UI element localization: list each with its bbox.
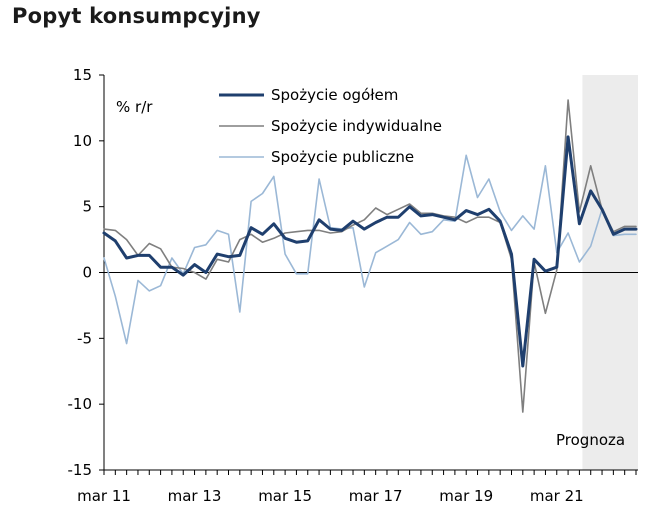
y-tick-label: -5 xyxy=(77,329,92,347)
y-tick-label: 10 xyxy=(73,132,92,150)
y-axis-unit-label: % r/r xyxy=(116,98,153,116)
chart-title: Popyt konsumpcyjny xyxy=(12,4,261,28)
series-line-1 xyxy=(103,99,637,413)
x-tick-label: mar 13 xyxy=(168,487,222,505)
series-line-0 xyxy=(102,135,638,368)
axes: 15 10 5 0 -5 -10 -15 mar 11 mar 13 mar 15 mar 17 ma… xyxy=(68,66,638,505)
legend-label-1: Spożycie indywidualne xyxy=(271,117,442,135)
forecast-label: Prognoza xyxy=(556,431,625,449)
legend-label-2: Spożycie publiczne xyxy=(271,148,414,166)
x-tick-label: mar 11 xyxy=(77,487,131,505)
y-tick-label: 0 xyxy=(82,264,92,282)
x-tick-label: mar 19 xyxy=(439,487,493,505)
legend-label-0: Spożycie ogółem xyxy=(271,86,398,104)
series-lines xyxy=(102,99,638,413)
series-line-2 xyxy=(103,154,637,345)
y-tick-label: -10 xyxy=(68,395,93,413)
x-tick-label: mar 21 xyxy=(530,487,584,505)
legend: Spożycie ogółem Spożycie indywidualne Spoż… xyxy=(219,86,442,166)
y-tick-label: 15 xyxy=(73,66,92,84)
y-tick-label: -15 xyxy=(68,461,93,479)
x-tick-label: mar 15 xyxy=(258,487,312,505)
y-tick-label: 5 xyxy=(82,198,92,216)
x-tick-label: mar 17 xyxy=(349,487,403,505)
